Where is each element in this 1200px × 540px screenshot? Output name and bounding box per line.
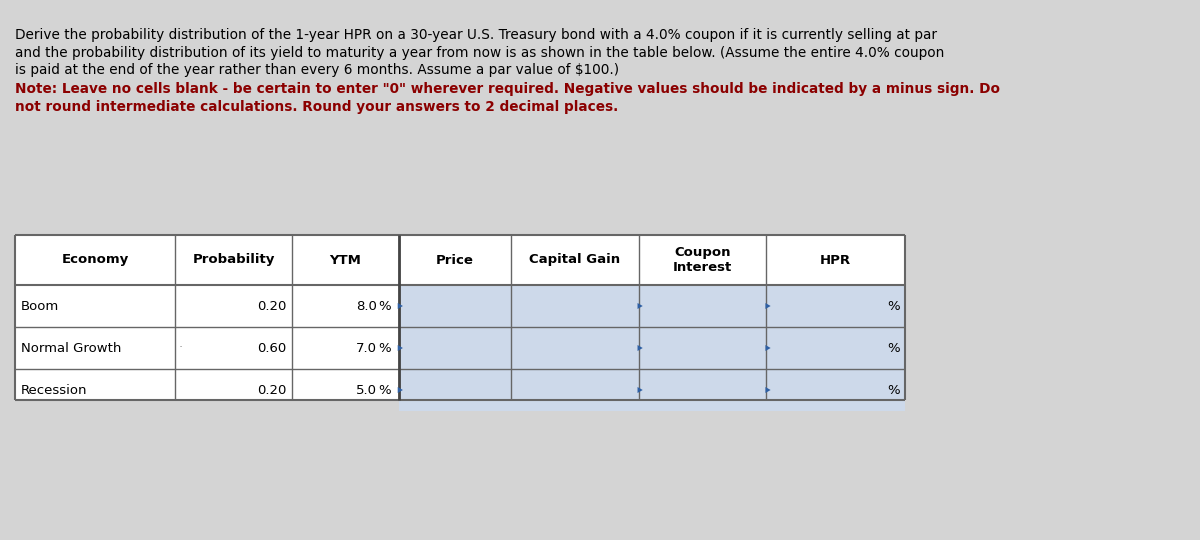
Bar	[511, 369, 638, 411]
Text: 0.20: 0.20	[257, 300, 286, 313]
Bar	[511, 327, 638, 369]
Polygon shape	[766, 303, 770, 309]
Polygon shape	[766, 345, 770, 351]
Text: %: %	[887, 383, 900, 396]
Polygon shape	[397, 303, 403, 309]
Text: is paid at the end of the year rather than every 6 months. Assume a par value of: is paid at the end of the year rather th…	[14, 63, 619, 77]
Text: %: %	[379, 341, 391, 354]
Text: Normal Growth: Normal Growth	[22, 341, 121, 354]
Polygon shape	[766, 387, 770, 393]
Text: %: %	[887, 300, 900, 313]
Text: and the probability distribution of its yield to maturity a year from now is as : and the probability distribution of its …	[14, 45, 944, 59]
Polygon shape	[397, 387, 403, 393]
Polygon shape	[397, 345, 403, 351]
Text: 5.0: 5.0	[355, 383, 377, 396]
Text: ·: ·	[179, 341, 184, 354]
Bar	[638, 285, 767, 327]
Text: 0.20: 0.20	[257, 383, 286, 396]
Text: Note: Leave no cells blank - be certain to enter "0" wherever required. Negative: Note: Leave no cells blank - be certain …	[14, 83, 1000, 97]
Bar	[767, 327, 905, 369]
Bar	[398, 327, 511, 369]
Text: YTM: YTM	[330, 253, 361, 267]
Text: Probability: Probability	[192, 253, 275, 267]
Text: 0.60: 0.60	[257, 341, 286, 354]
Text: not round intermediate calculations. Round your answers to 2 decimal places.: not round intermediate calculations. Rou…	[14, 100, 618, 114]
Text: Coupon
Interest: Coupon Interest	[673, 246, 732, 274]
Text: 7.0: 7.0	[355, 341, 377, 354]
Bar	[511, 285, 638, 327]
Text: Price: Price	[436, 253, 474, 267]
Bar	[398, 285, 511, 327]
Bar	[14, 235, 905, 400]
Bar	[767, 369, 905, 411]
Text: %: %	[379, 383, 391, 396]
Bar	[638, 369, 767, 411]
Text: Economy: Economy	[61, 253, 128, 267]
Text: 8.0: 8.0	[356, 300, 377, 313]
Bar	[638, 327, 767, 369]
Text: %: %	[379, 300, 391, 313]
Polygon shape	[637, 387, 643, 393]
Text: HPR: HPR	[820, 253, 851, 267]
Text: %: %	[887, 341, 900, 354]
Polygon shape	[637, 345, 643, 351]
Text: Derive the probability distribution of the 1-year HPR on a 30-year U.S. Treasury: Derive the probability distribution of t…	[14, 28, 937, 42]
Text: Recession: Recession	[22, 383, 88, 396]
Text: Boom: Boom	[22, 300, 59, 313]
Polygon shape	[637, 303, 643, 309]
Bar	[398, 369, 511, 411]
Bar	[767, 285, 905, 327]
Text: Capital Gain: Capital Gain	[529, 253, 620, 267]
